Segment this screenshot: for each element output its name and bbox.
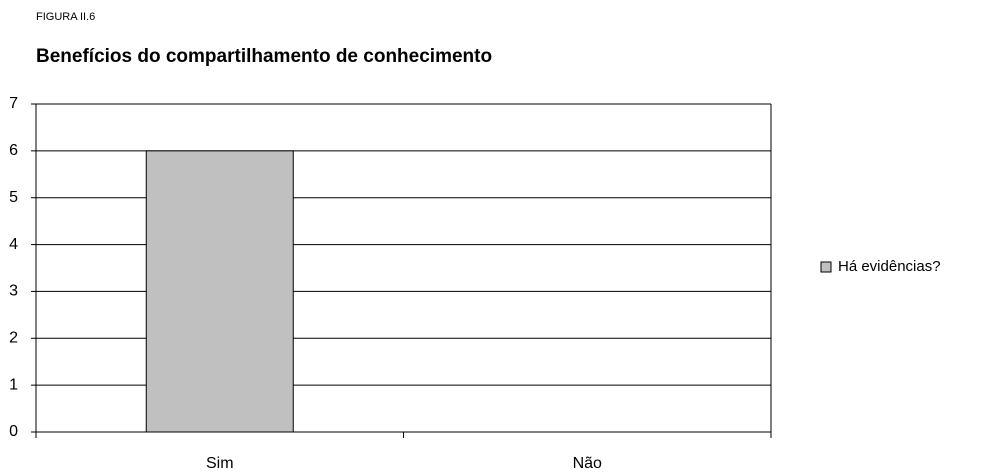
chart-title: Benefícios do compartilhamento de conhec… bbox=[36, 46, 492, 67]
y-tick-label: 5 bbox=[9, 189, 18, 206]
legend-label: Há evidências? bbox=[838, 258, 941, 275]
y-tick-label: 1 bbox=[9, 376, 18, 393]
x-tick-label: Sim bbox=[206, 455, 234, 472]
y-tick-label: 6 bbox=[9, 142, 18, 159]
y-tick-label: 2 bbox=[9, 330, 18, 347]
y-tick-label: 4 bbox=[9, 236, 18, 253]
y-tick-label: 3 bbox=[9, 283, 18, 300]
figure-label: FIGURA II.6 bbox=[36, 11, 95, 23]
bar bbox=[145, 150, 294, 433]
x-tick-label: Não bbox=[573, 455, 602, 472]
y-tick-label: 0 bbox=[9, 423, 18, 440]
y-tick-label: 7 bbox=[9, 95, 18, 112]
legend-swatch bbox=[820, 261, 832, 273]
